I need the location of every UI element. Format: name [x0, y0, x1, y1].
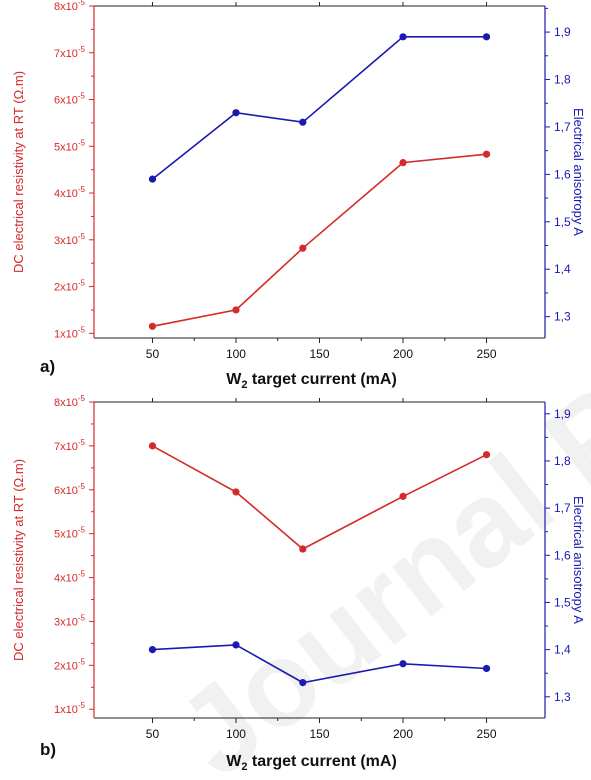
anisotropy-data-point: [148, 175, 157, 183]
right-y-tick-label: 1,3: [554, 690, 571, 704]
resistivity-data-point: [148, 442, 157, 450]
left-y-tick-label: 2x10-5: [54, 657, 86, 672]
x-tick-label: 250: [477, 347, 497, 361]
resistivity-data-point: [482, 150, 491, 158]
resistivity-data-point: [299, 244, 307, 252]
anisotropy-data-point: [399, 33, 407, 41]
left-y-tick-label: 1x10-5: [54, 325, 86, 340]
anisotropy-series-line: [152, 35, 487, 180]
right-y-tick-label: 1,6: [554, 167, 571, 181]
anisotropy-data-point: [299, 679, 307, 687]
anisotropy-data-point: [399, 660, 407, 668]
anisotropy-data-point: [148, 646, 157, 654]
anisotropy-data-point: [482, 33, 491, 41]
resistivity-data-point: [482, 451, 491, 459]
panel-label: a): [40, 357, 55, 376]
x-tick-label: 200: [393, 347, 413, 361]
left-y-axis-label: DC electrical resistivity at RT (Ω.m): [11, 459, 26, 661]
right-y-tick-label: 1,5: [554, 595, 571, 609]
right-y-tick-label: 1,3: [554, 310, 571, 324]
anisotropy-data-point: [232, 109, 240, 117]
resistivity-series-line: [152, 153, 487, 328]
x-tick-label: 150: [309, 727, 329, 741]
right-y-tick-label: 1,8: [554, 73, 571, 87]
left-y-tick-label: 3x10-5: [54, 232, 86, 247]
right-y-axis-label: Electrical anisotropy A: [571, 108, 586, 236]
right-y-tick-label: 1,8: [554, 454, 571, 468]
left-y-tick-label: 4x10-5: [54, 185, 86, 200]
chart-b-svg: Journal Pre-proof50 100 150 200 250 1x10-5 2x1…: [11, 392, 591, 780]
x-tick-label: 200: [393, 727, 413, 741]
right-y-tick-label: 1,9: [554, 25, 571, 39]
anisotropy-data-point: [299, 118, 307, 126]
left-y-axis-label: DC electrical resistivity at RT (Ω.m): [11, 71, 26, 273]
chart-panel-a: 50 100 150 200 250 1x10-5 2x10-5 3x10-5 4x10-5 5x…: [11, 0, 586, 391]
anisotropy-data-point: [232, 641, 240, 649]
x-axis-label: W2 target current (mA): [226, 753, 397, 773]
resistivity-data-point: [148, 322, 157, 330]
right-y-tick-label: 1,4: [554, 262, 571, 276]
x-tick-label: 100: [226, 347, 246, 361]
left-y-tick-label: 4x10-5: [54, 570, 86, 585]
anisotropy-data-point: [482, 664, 491, 673]
resistivity-data-point: [299, 545, 307, 553]
right-y-tick-label: 1,4: [554, 643, 571, 657]
x-tick-label: 250: [477, 727, 497, 741]
right-y-tick-label: 1,5: [554, 215, 571, 229]
right-y-axis-label: Electrical anisotropy A: [571, 496, 586, 624]
chart-a-svg: 50 100 150 200 250 1x10-5 2x10-5 3x10-5 4x10-5 5x…: [11, 0, 586, 391]
left-y-tick-label: 2x10-5: [54, 279, 86, 294]
chart-panel-b: Journal Pre-proof50 100 150 200 250 1x10-5 2x1…: [0, 392, 591, 780]
resistivity-data-point: [232, 488, 240, 496]
left-y-tick-label: 7x10-5: [54, 438, 86, 453]
right-y-tick-label: 1,9: [554, 407, 571, 421]
left-y-tick-label: 5x10-5: [54, 526, 86, 541]
watermark-text: Journal Pre-proof: [153, 392, 591, 780]
left-y-tick-label: 3x10-5: [54, 613, 86, 628]
left-y-tick-label: 1x10-5: [54, 701, 86, 716]
x-axis-label: W2 target current (mA): [226, 371, 397, 391]
panel-label: b): [40, 740, 56, 759]
left-y-tick-label: 6x10-5: [54, 482, 86, 497]
resistivity-data-point: [399, 159, 407, 167]
right-y-tick-label: 1,7: [554, 120, 571, 134]
left-y-tick-label: 8x10-5: [54, 394, 86, 409]
x-tick-label: 100: [226, 727, 246, 741]
x-tick-label: 50: [146, 727, 160, 741]
x-tick-label: 50: [146, 347, 160, 361]
left-y-tick-label: 7x10-5: [54, 45, 86, 60]
left-y-tick-label: 6x10-5: [54, 92, 86, 107]
x-tick-label: 150: [309, 347, 329, 361]
resistivity-data-point: [232, 306, 240, 314]
left-y-tick-label: 5x10-5: [54, 138, 86, 153]
left-y-tick-label: 8x10-5: [54, 0, 86, 13]
right-y-tick-label: 1,7: [554, 501, 571, 515]
resistivity-data-point: [399, 492, 407, 500]
right-y-tick-label: 1,6: [554, 548, 571, 562]
